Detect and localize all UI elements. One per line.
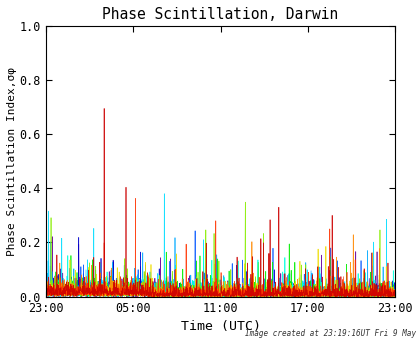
X-axis label: Time (UTC): Time (UTC) xyxy=(181,320,260,333)
Text: Image created at 23:19:16UT Fri 9 May: Image created at 23:19:16UT Fri 9 May xyxy=(245,329,416,338)
Title: Phase Scintillation, Darwin: Phase Scintillation, Darwin xyxy=(102,7,339,22)
Y-axis label: Phase Scintillation Index,σφ: Phase Scintillation Index,σφ xyxy=(7,67,17,256)
